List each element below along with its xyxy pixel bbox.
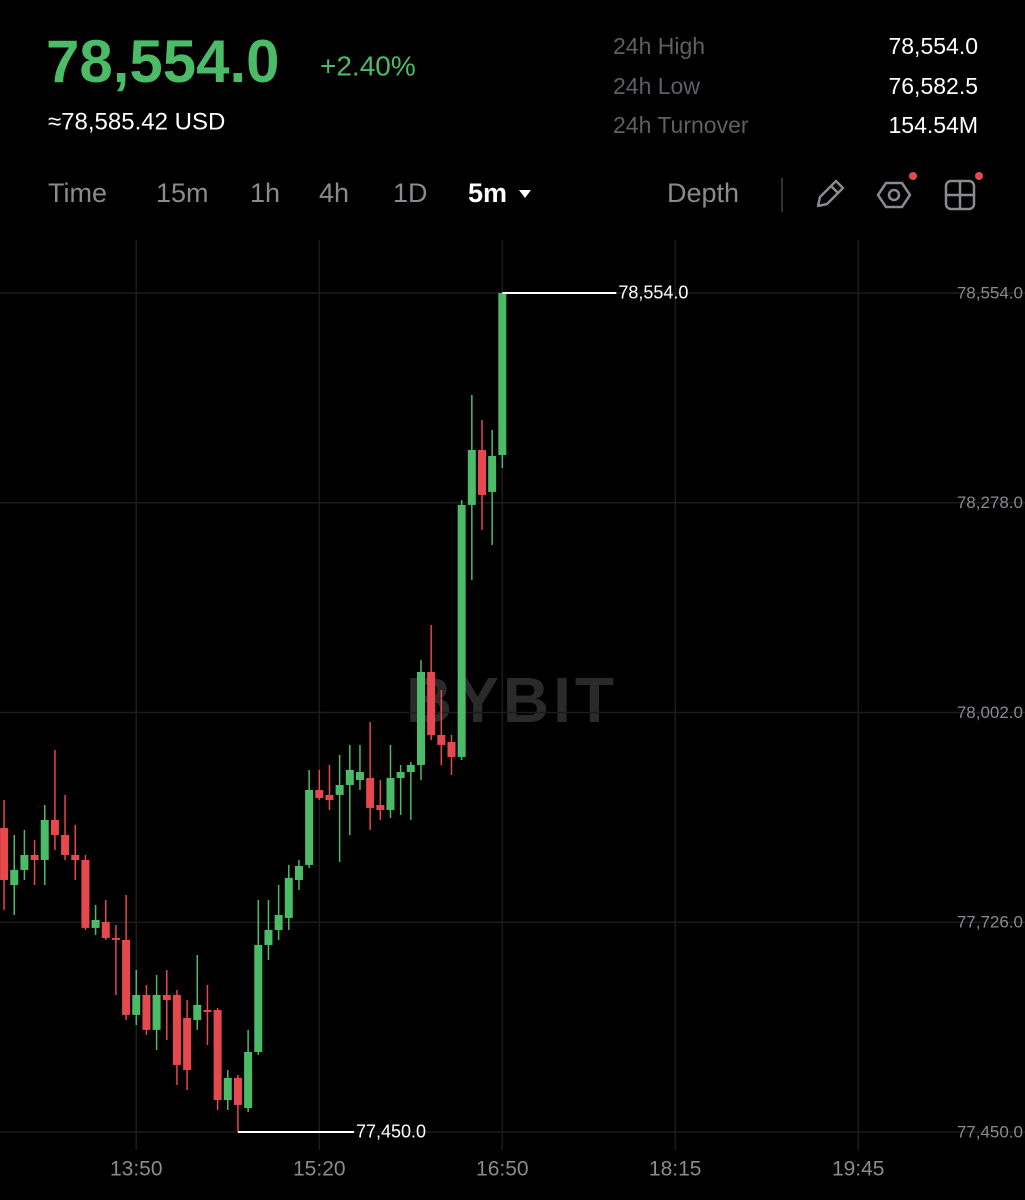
candle-body — [366, 777, 375, 808]
candle-body — [10, 869, 19, 885]
candle-body — [81, 859, 90, 928]
candle-body — [50, 819, 59, 835]
candle-body — [61, 834, 70, 855]
candle-body — [305, 789, 314, 865]
candle-body — [152, 994, 161, 1030]
candle-body — [132, 994, 141, 1015]
last-price: 78,554.0 — [46, 28, 280, 95]
y-tick-label: 77,450.0 — [957, 1122, 1023, 1141]
stat-value: 78,554.0 — [888, 33, 978, 59]
candle-body — [447, 741, 456, 757]
interval-tab[interactable]: 15m — [156, 178, 209, 208]
y-tick-label: 77,726.0 — [957, 913, 1023, 932]
stat-label: 24h High — [613, 33, 705, 59]
candle-body — [71, 854, 80, 860]
candle-body — [193, 1004, 202, 1020]
x-tick-label: 15:20 — [293, 1158, 346, 1181]
candle-body — [355, 771, 364, 780]
depth-tab[interactable]: Depth — [667, 178, 739, 208]
candle-body — [254, 944, 263, 1052]
stat-value: 76,582.5 — [888, 73, 978, 99]
candle-body — [315, 789, 324, 798]
y-tick-label: 78,002.0 — [957, 703, 1023, 722]
candle-body — [386, 777, 395, 810]
layout-icon[interactable] — [944, 172, 983, 211]
candle-body — [427, 671, 436, 735]
candle-body — [437, 734, 446, 745]
stat-label: 24h Low — [613, 73, 700, 99]
candle-body — [264, 929, 273, 945]
candle-body — [488, 455, 497, 492]
candle-body — [284, 877, 293, 918]
candle-body — [498, 292, 507, 455]
active-interval-tab[interactable]: 5m — [468, 178, 507, 208]
candle-body — [223, 1077, 232, 1100]
x-tick-label: 18:15 — [649, 1158, 702, 1181]
y-tick-label: 78,278.0 — [957, 493, 1023, 512]
candle-body — [20, 854, 29, 870]
dropdown-arrow[interactable] — [519, 190, 531, 198]
candle-body — [345, 769, 354, 785]
candle-body — [274, 914, 283, 930]
candle-body — [294, 865, 303, 880]
candle-body — [396, 771, 405, 778]
x-tick-label: 13:50 — [110, 1158, 163, 1181]
candle-body — [467, 449, 476, 505]
candle-body — [101, 921, 110, 938]
candle-body — [335, 784, 344, 795]
candle-body — [325, 794, 334, 800]
draw-tool-icon[interactable] — [816, 179, 845, 208]
price-change: +2.40% — [320, 50, 416, 81]
indicator-icon[interactable] — [876, 172, 917, 209]
candle-body — [172, 994, 181, 1065]
candle-body — [122, 939, 131, 1015]
stat-label: 24h Turnover — [613, 112, 749, 138]
candle-body — [406, 764, 415, 772]
candle-body — [0, 827, 9, 880]
candle-body — [203, 1009, 212, 1012]
candle-body — [457, 504, 466, 757]
candle-body — [233, 1077, 242, 1105]
extreme-marker-label: 78,554.0 — [618, 283, 688, 303]
extreme-marker-label: 77,450.0 — [356, 1122, 426, 1142]
y-tick-label: 78,554.0 — [957, 283, 1023, 302]
candle-body — [142, 994, 151, 1030]
x-tick-label: 19:45 — [832, 1158, 885, 1181]
candle-body — [183, 1017, 192, 1070]
candle-body — [213, 1009, 222, 1100]
candle-body — [30, 854, 39, 860]
interval-tab[interactable]: 1h — [250, 178, 280, 208]
interval-tab[interactable]: 1D — [393, 178, 428, 208]
candle-body — [244, 1051, 253, 1108]
interval-tab[interactable]: 4h — [319, 178, 349, 208]
candle-body — [40, 819, 49, 860]
interval-tab[interactable]: Time — [48, 178, 107, 208]
candle-body — [111, 937, 120, 940]
candle-body — [416, 671, 425, 765]
candle-body — [376, 804, 385, 810]
candle-body — [91, 919, 100, 928]
candle-body — [162, 994, 171, 1000]
x-tick-label: 16:50 — [476, 1158, 529, 1181]
stat-value: 154.54M — [888, 112, 978, 138]
candle-body — [477, 449, 486, 495]
watermark: BYBIT — [406, 664, 618, 736]
usd-price: ≈78,585.42 USD — [48, 108, 225, 135]
